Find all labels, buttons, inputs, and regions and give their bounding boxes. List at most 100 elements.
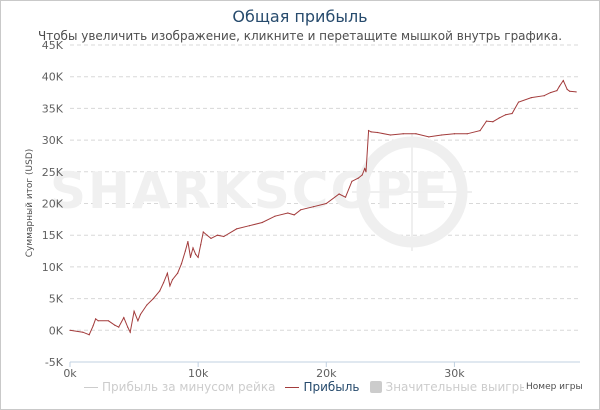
data-point xyxy=(558,85,561,87)
y-tick-label: 40K xyxy=(42,71,64,84)
data-point xyxy=(293,214,295,216)
legend-item-big-wins[interactable]: Значительные выигрыши xyxy=(369,380,548,394)
legend-box-icon xyxy=(369,381,382,393)
data-point xyxy=(479,129,481,132)
y-tick-label: 20K xyxy=(42,198,64,211)
data-point xyxy=(453,133,456,135)
data-point xyxy=(114,324,116,326)
data-point xyxy=(82,331,84,333)
data-point xyxy=(498,117,500,119)
data-point xyxy=(566,88,568,90)
data-point xyxy=(530,97,532,99)
data-point xyxy=(107,320,110,322)
y-tick-label: 30K xyxy=(42,134,64,147)
data-point xyxy=(569,90,571,92)
y-tick-label: 10K xyxy=(42,261,64,274)
data-point xyxy=(159,290,161,292)
data-point xyxy=(146,304,148,306)
data-point xyxy=(139,313,142,316)
data-point xyxy=(152,298,154,300)
data-point xyxy=(441,134,443,136)
data-point xyxy=(575,91,577,93)
watermark-scope-icon xyxy=(352,133,472,251)
data-point xyxy=(210,237,212,239)
x-axis xyxy=(69,361,580,367)
data-point xyxy=(261,221,263,224)
legend-label: Значительные выигрыши xyxy=(385,380,548,394)
data-point xyxy=(118,326,120,328)
x-tick-label: 30k xyxy=(444,367,465,380)
chart-title: Общая прибыль xyxy=(232,7,368,26)
data-point xyxy=(274,215,276,217)
data-point xyxy=(466,133,468,135)
x-axis-title: Номер игры xyxy=(524,382,583,392)
data-point xyxy=(415,133,417,135)
data-point xyxy=(402,133,404,135)
data-point xyxy=(166,272,168,274)
data-point xyxy=(189,256,192,258)
data-point xyxy=(169,285,171,287)
data-point xyxy=(367,129,370,132)
data-point xyxy=(171,278,174,281)
data-point xyxy=(364,168,366,170)
data-point xyxy=(192,247,194,249)
data-point xyxy=(129,331,131,333)
data-point xyxy=(177,272,179,274)
data-point xyxy=(517,101,520,103)
data-point xyxy=(235,228,238,230)
data-point xyxy=(361,174,363,176)
data-point xyxy=(287,212,289,214)
data-point xyxy=(194,253,197,255)
legend-label: Прибыль за минусом рейка xyxy=(102,380,276,394)
data-point xyxy=(123,317,125,319)
x-tick-label: 10k xyxy=(188,367,209,380)
x-tick-label: 0k xyxy=(63,367,77,380)
legend-item-profit-no-rake[interactable]: Прибыль за минусом рейка xyxy=(84,380,275,394)
data-point xyxy=(206,234,208,236)
x-tick-label: 20k xyxy=(316,367,337,380)
data-point xyxy=(137,320,139,322)
legend-line-icon xyxy=(285,386,300,388)
data-point xyxy=(133,310,135,312)
data-point xyxy=(428,136,430,138)
data-point xyxy=(389,134,391,136)
data-point xyxy=(549,91,552,94)
data-point xyxy=(485,120,488,122)
data-point xyxy=(187,240,189,243)
data-point xyxy=(351,180,353,182)
data-point xyxy=(127,326,129,328)
data-point xyxy=(248,225,250,227)
data-point xyxy=(365,171,367,173)
data-point xyxy=(184,250,186,252)
data-point xyxy=(312,206,315,208)
data-point xyxy=(492,121,494,123)
legend-label: Прибыль xyxy=(303,380,360,394)
data-point xyxy=(556,90,558,92)
data-point xyxy=(357,177,359,179)
data-point xyxy=(511,112,513,115)
y-tick-label: -5K xyxy=(45,356,64,369)
y-tick-label: 5K xyxy=(49,293,64,306)
data-point xyxy=(223,235,225,238)
series-line-profit xyxy=(69,79,577,336)
data-point xyxy=(197,256,199,258)
data-point xyxy=(180,263,183,265)
data-point xyxy=(162,282,165,284)
data-point xyxy=(562,79,564,82)
data-point xyxy=(200,244,202,246)
data-point xyxy=(97,320,99,322)
y-tick-label: 35K xyxy=(42,102,64,115)
data-point xyxy=(543,95,545,97)
legend-item-profit[interactable]: Прибыль xyxy=(285,380,360,394)
y-tick-label: 0K xyxy=(49,324,64,337)
data-point xyxy=(376,131,379,134)
data-point xyxy=(88,334,90,336)
data-point xyxy=(69,329,71,331)
y-tick-label: 25K xyxy=(42,166,64,179)
y-axis-title: Суммарный итог (USD) xyxy=(25,149,35,258)
data-point xyxy=(92,325,94,327)
y-tick-label: 45K xyxy=(42,39,64,52)
data-point xyxy=(216,234,218,236)
data-point xyxy=(325,202,327,205)
